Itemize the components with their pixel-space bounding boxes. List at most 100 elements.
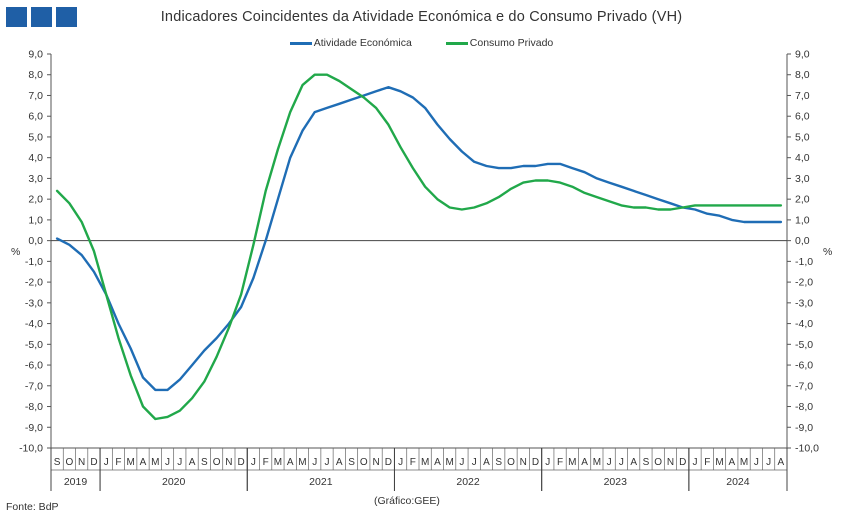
x-month-label: J bbox=[165, 457, 170, 468]
y-tick-label-left: -6,0 bbox=[25, 360, 43, 372]
x-month-label: A bbox=[728, 457, 735, 468]
legend-swatch-atividade bbox=[289, 41, 312, 45]
y-tick-label-left: 0,0 bbox=[28, 235, 43, 247]
y-tick-label-left: 6,0 bbox=[28, 111, 43, 123]
x-year-label: 2023 bbox=[604, 476, 628, 488]
logo-block-3 bbox=[56, 7, 77, 27]
logo-block-2 bbox=[31, 7, 52, 27]
y-tick-label-right: -5,0 bbox=[795, 339, 813, 351]
y-tick-label-right: 0,0 bbox=[795, 235, 810, 247]
y-tick-label-left: 8,0 bbox=[28, 69, 43, 81]
x-month-label: N bbox=[225, 457, 232, 468]
x-month-label: M bbox=[568, 457, 576, 468]
x-month-label: M bbox=[274, 457, 282, 468]
logo bbox=[6, 7, 78, 27]
x-month-label: S bbox=[54, 457, 61, 468]
y-axis-label-left: % bbox=[11, 246, 20, 258]
y-tick-label-left: -5,0 bbox=[25, 339, 43, 351]
chart-title: Indicadores Coincidentes da Atividade Ec… bbox=[160, 9, 683, 25]
x-month-label: O bbox=[66, 457, 74, 468]
x-year-label: 2022 bbox=[456, 476, 480, 488]
legend-label-atividade: Atividade Económica bbox=[313, 37, 412, 49]
x-month-label: J bbox=[104, 457, 109, 468]
x-month-label: D bbox=[679, 457, 686, 468]
y-tick-label-left: -2,0 bbox=[25, 277, 43, 289]
x-month-label: J bbox=[754, 457, 759, 468]
x-year-label: 2019 bbox=[64, 476, 88, 488]
y-tick-label-left: 9,0 bbox=[28, 49, 43, 61]
x-month-label: S bbox=[495, 457, 502, 468]
y-tick-label-left: -8,0 bbox=[25, 401, 43, 413]
x-month-label: A bbox=[434, 457, 441, 468]
y-tick-label-left: -9,0 bbox=[25, 422, 43, 434]
x-month-label: J bbox=[545, 457, 550, 468]
y-tick-label-right: -7,0 bbox=[795, 380, 813, 392]
series-line-atividade-economica bbox=[55, 85, 783, 392]
x-month-label: D bbox=[90, 457, 97, 468]
y-tick-label-left: -1,0 bbox=[25, 256, 43, 268]
y-tick-label-left: -3,0 bbox=[25, 297, 43, 309]
x-month-label: F bbox=[410, 457, 416, 468]
y-tick-label-left: 5,0 bbox=[28, 131, 43, 143]
chart-note: (Gráfico:GEE) bbox=[374, 495, 440, 507]
y-tick-label-right: 8,0 bbox=[795, 69, 810, 81]
y-tick-label-right: -8,0 bbox=[795, 401, 813, 413]
x-month-label: J bbox=[459, 457, 464, 468]
x-month-label: N bbox=[78, 457, 85, 468]
x-month-label: O bbox=[654, 457, 662, 468]
x-month-label: O bbox=[360, 457, 368, 468]
x-month-label: F bbox=[704, 457, 710, 468]
x-month-label: D bbox=[385, 457, 392, 468]
legend-item-consumo: Consumo Privado bbox=[445, 37, 553, 49]
x-month-label: N bbox=[520, 457, 527, 468]
x-month-label: M bbox=[298, 457, 306, 468]
x-year-label: 2020 bbox=[162, 476, 186, 488]
y-tick-label-right: 7,0 bbox=[795, 90, 810, 102]
source-note: Fonte: BdP bbox=[6, 501, 59, 513]
y-tick-label-right: -1,0 bbox=[795, 256, 813, 268]
y-tick-label-right: 9,0 bbox=[795, 49, 810, 61]
x-month-label: A bbox=[287, 457, 294, 468]
y-tick-label-left: -10,0 bbox=[19, 443, 43, 455]
x-month-label: J bbox=[251, 457, 256, 468]
x-month-label: O bbox=[213, 457, 221, 468]
x-year-label: 2024 bbox=[726, 476, 750, 488]
x-month-label: A bbox=[483, 457, 490, 468]
x-month-label: M bbox=[151, 457, 159, 468]
y-tick-label-right: -4,0 bbox=[795, 318, 813, 330]
x-month-label: F bbox=[557, 457, 563, 468]
x-month-label: A bbox=[189, 457, 196, 468]
y-tick-label-left: 1,0 bbox=[28, 214, 43, 226]
y-tick-label-left: 2,0 bbox=[28, 194, 43, 206]
legend: Atividade Económica Consumo Privado bbox=[0, 37, 843, 49]
x-month-label: J bbox=[693, 457, 698, 468]
x-month-label: O bbox=[507, 457, 515, 468]
x-month-label: J bbox=[312, 457, 317, 468]
x-month-label: M bbox=[127, 457, 135, 468]
y-tick-label-right: -9,0 bbox=[795, 422, 813, 434]
y-tick-label-right: -6,0 bbox=[795, 360, 813, 372]
y-tick-label-left: 4,0 bbox=[28, 152, 43, 164]
y-tick-label-right: 4,0 bbox=[795, 152, 810, 164]
x-month-label: S bbox=[201, 457, 208, 468]
legend-item-atividade: Atividade Económica bbox=[289, 37, 412, 49]
y-tick-label-right: -2,0 bbox=[795, 277, 813, 289]
y-tick-label-left: -7,0 bbox=[25, 380, 43, 392]
y-tick-label-right: 3,0 bbox=[795, 173, 810, 185]
x-month-label: J bbox=[398, 457, 403, 468]
x-month-label: J bbox=[607, 457, 612, 468]
y-tick-label-left: 3,0 bbox=[28, 173, 43, 185]
y-axis-label-right: % bbox=[823, 246, 832, 258]
x-year-label: 2021 bbox=[309, 476, 333, 488]
x-month-label: N bbox=[667, 457, 674, 468]
y-tick-label-left: 7,0 bbox=[28, 90, 43, 102]
x-month-label: A bbox=[336, 457, 343, 468]
x-month-label: D bbox=[532, 457, 539, 468]
x-month-label: A bbox=[140, 457, 147, 468]
series-line-consumo-privado bbox=[55, 73, 783, 421]
x-month-label: S bbox=[348, 457, 355, 468]
x-month-label: S bbox=[643, 457, 650, 468]
x-month-label: A bbox=[630, 457, 637, 468]
x-month-label: F bbox=[263, 457, 269, 468]
